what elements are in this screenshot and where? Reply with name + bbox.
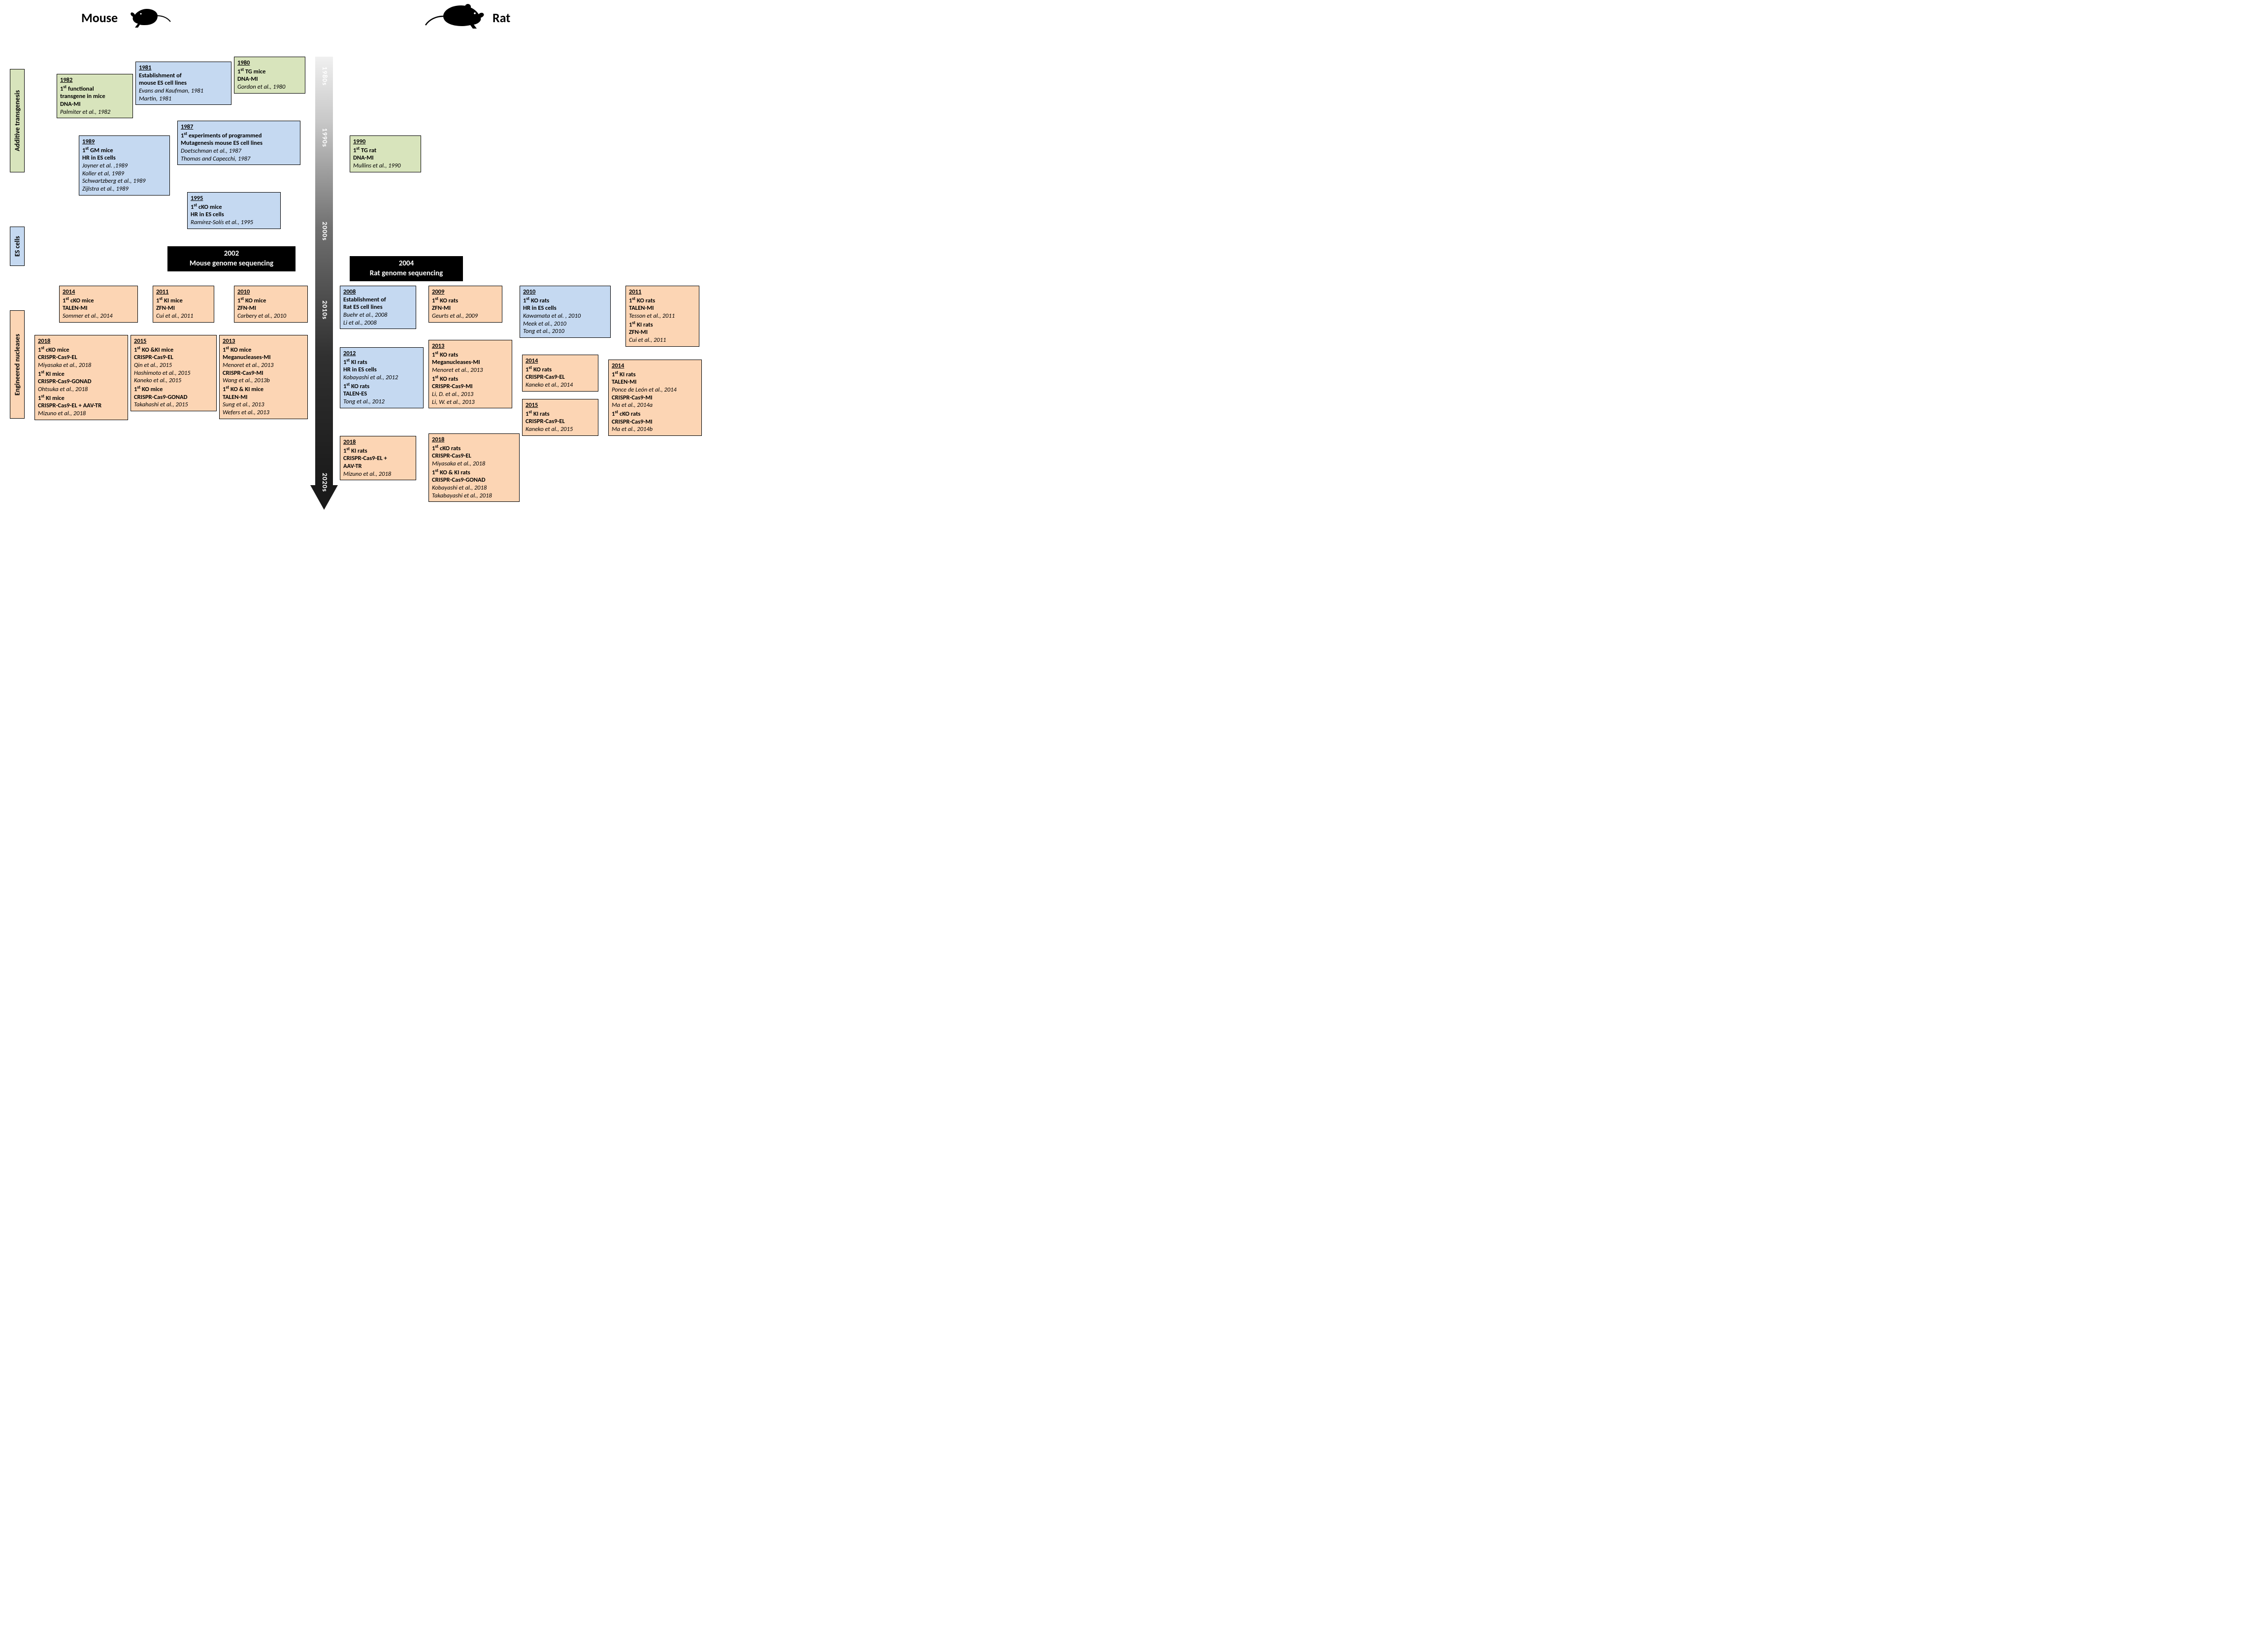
legend-additive: Additive transgenesis — [10, 69, 25, 172]
decade-2000s: 2000s — [319, 222, 329, 241]
event-r2018b: 20181st cKO ratsCRISPR-Cas9-ELMiyasaka e… — [428, 433, 520, 502]
timeline-canvas: Mouse Rat 1980s 1990s 2000s 2010s 2020s … — [0, 0, 756, 550]
event-m2018: 20181st cKO miceCRISPR-Cas9-ELMiyasaka e… — [34, 335, 128, 420]
event-m2013: 20131st KO miceMeganucleases-MIMenoret e… — [219, 335, 308, 419]
event-m1981: 1981Establishment ofmouse ES cell linesE… — [135, 62, 231, 105]
event-r2014b: 20141st KI ratsTALEN-MIPonce de León et … — [608, 360, 702, 436]
decade-2020s: 2020s — [319, 473, 329, 492]
legend-nuclease: Engineered nucleases — [10, 310, 25, 419]
event-r2018a: 20181st KI ratsCRISPR-Cas9-EL +AAV-TRMiz… — [340, 436, 416, 480]
mouse-icon — [128, 5, 172, 30]
event-m1980: 19801st TG miceDNA-MIGordon et al., 1980 — [234, 57, 305, 94]
genome-milestone: 2002Mouse genome sequencing — [167, 246, 296, 271]
event-m1989: 19891st GM miceHR in ES cellsJoyner et a… — [79, 135, 170, 196]
event-r2012: 20121st KI ratsHR in ES cellsKobayashi e… — [340, 347, 424, 408]
timeline-arrow — [310, 57, 338, 510]
event-r2015: 20151st KI ratsCRISPR-Cas9-ELKaneko et a… — [522, 399, 598, 436]
event-r2008: 2008Establishment ofRat ES cell linesBue… — [340, 286, 416, 329]
genome-milestone: 2004Rat genome sequencing — [350, 256, 463, 281]
decade-2010s: 2010s — [319, 300, 329, 320]
event-m2014: 20141st cKO miceTALEN-MISommer et al., 2… — [59, 286, 138, 323]
event-m1995: 19951st cKO miceHR in ES cellsRamírez-So… — [187, 192, 281, 229]
decade-1980s: 1980s — [319, 66, 329, 86]
mouse-heading: Mouse — [81, 10, 118, 26]
rat-icon — [424, 2, 488, 30]
legend-es: ES cells — [10, 227, 25, 266]
event-r2011: 20111st KO ratsTALEN-MITesson et al., 20… — [625, 286, 699, 347]
event-m2015: 20151st KO &KI miceCRISPR-Cas9-ELQin et … — [131, 335, 217, 411]
event-r2010: 20101st KO ratsHR in ES cellsKawamata et… — [520, 286, 611, 338]
event-m1987: 19871st experiments of programmedMutagen… — [177, 121, 300, 165]
event-r1990: 19901st TG ratDNA-MIMullins et al., 1990 — [350, 135, 421, 172]
rat-heading: Rat — [493, 10, 510, 26]
event-m1982: 19821st functionaltransgene in miceDNA-M… — [57, 74, 133, 118]
event-r2014a: 20141st KO ratsCRISPR-Cas9-ELKaneko et a… — [522, 355, 598, 392]
event-r2009: 20091st KO ratsZFN-MIGeurts et al., 2009 — [428, 286, 502, 323]
decade-1990s: 1990s — [319, 128, 329, 147]
event-m2011: 20111st KI miceZFN-MICui et al., 2011 — [153, 286, 214, 323]
event-m2010: 20101st KO miceZFN-MICarbery et al., 201… — [234, 286, 308, 323]
event-r2013: 20131st KO ratsMeganucleases-MIMenoret e… — [428, 340, 512, 408]
